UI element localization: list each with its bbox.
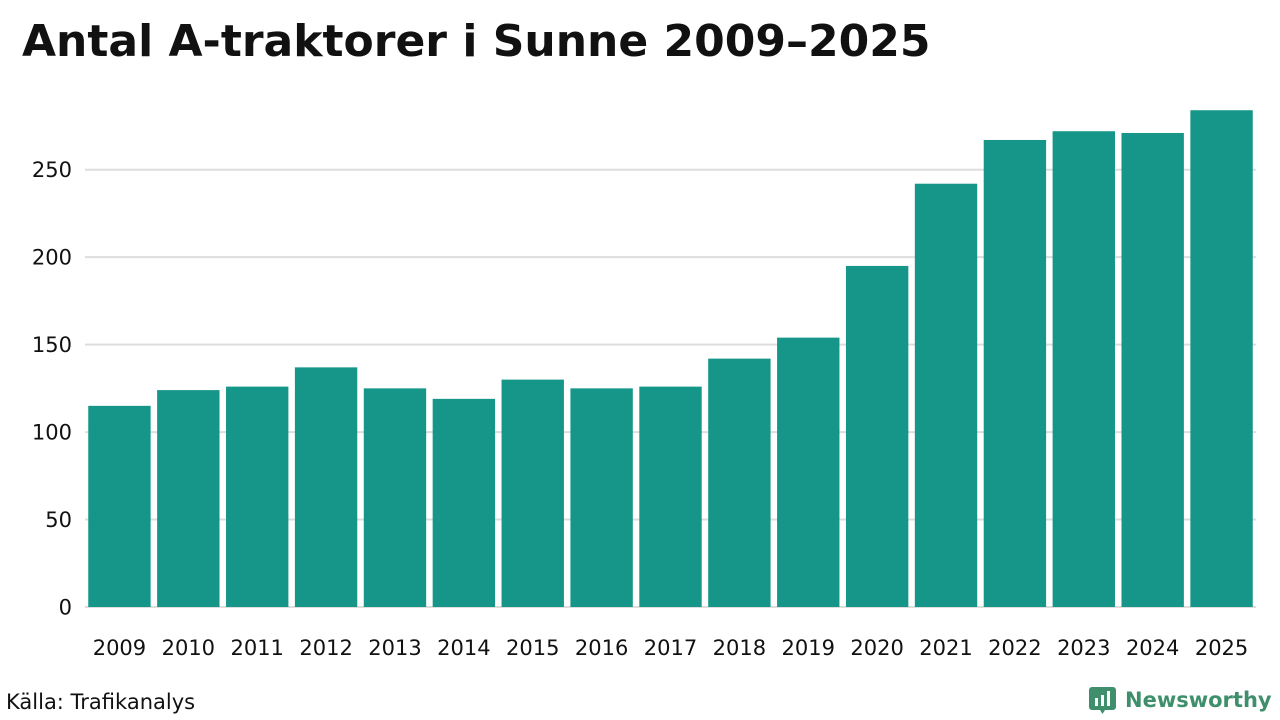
bar-2024 [1121,132,1184,607]
x-tick-label: 2021 [919,636,972,660]
bar-2016 [570,388,633,607]
x-tick-label: 2019 [782,636,835,660]
bar-2013 [363,388,427,607]
bar-2023 [1052,131,1115,607]
x-tick-label: 2020 [850,636,903,660]
y-tick-label: 50 [45,508,72,532]
x-tick-label: 2023 [1057,636,1110,660]
x-tick-label: 2010 [162,636,215,660]
bar-2010 [157,390,220,607]
y-tick-label: 150 [32,333,72,357]
bar-2014 [432,398,496,607]
x-tick-label: 2015 [506,636,559,660]
y-tick-label: 250 [32,158,72,182]
x-tick-label: 2025 [1195,636,1248,660]
x-tick-label: 2016 [575,636,628,660]
x-tick-label: 2024 [1126,636,1179,660]
y-tick-label: 100 [32,421,72,445]
x-tick-label: 2017 [644,636,697,660]
y-tick-label: 0 [59,596,72,620]
x-tick-label: 2013 [368,636,421,660]
x-tick-label: 2018 [713,636,766,660]
bar-2025 [1190,110,1253,608]
x-tick-label: 2014 [437,636,490,660]
x-axis-tick-labels: 2009 2010 2011 2012 2013 2014 2015 2016 2017 2018… [93,636,1249,660]
bar-2020 [845,265,909,607]
bar-2015 [501,379,564,607]
bar-2017 [639,386,702,607]
source-note: Källa: Trafikanalys [6,690,196,714]
x-tick-label: 2009 [93,636,146,660]
x-tick-label: 2022 [988,636,1041,660]
x-tick-label: 2012 [299,636,352,660]
bar-2009 [88,405,151,607]
x-tick-label: 2011 [230,636,283,660]
bar-2012 [294,367,358,607]
chart-title: Antal A-traktorer i Sunne 2009–2025 [22,16,931,67]
bar-2021 [914,183,978,607]
bar-2022 [983,139,1047,608]
bar-2019 [777,337,840,607]
y-tick-label: 200 [32,246,72,270]
bar-2018 [708,358,771,607]
bar-2011 [226,386,289,607]
newsworthy-brand[interactable]: Newsworthy [1088,684,1272,716]
bars [88,110,1253,608]
y-axis-tick-labels: 0 50 100 150 200 250 [32,158,72,619]
newsworthy-logo-icon [1089,686,1116,714]
brand-name: Newsworthy [1125,688,1272,712]
